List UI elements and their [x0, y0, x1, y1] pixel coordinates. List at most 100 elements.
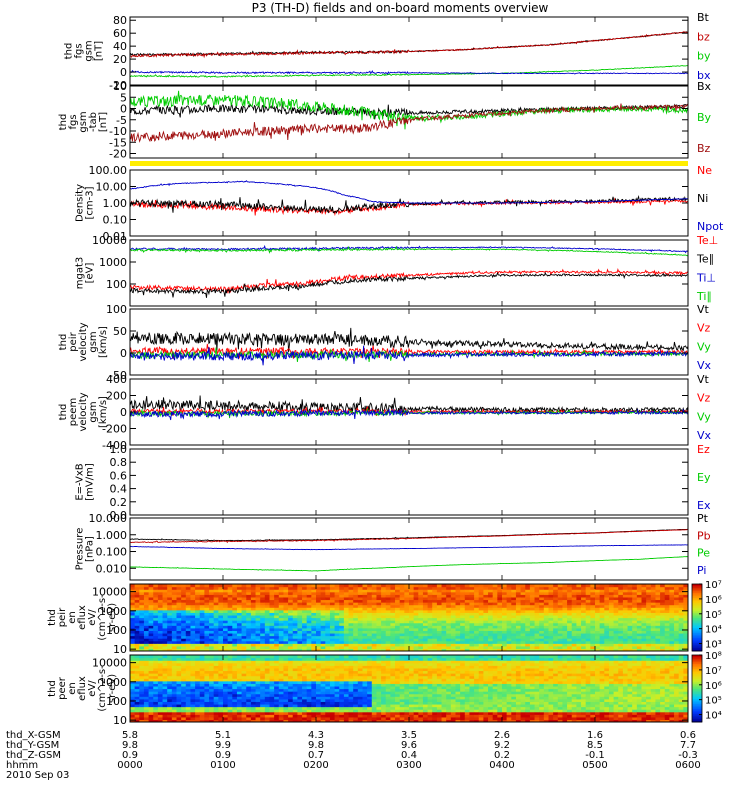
- spectrogram-cell: [455, 591, 461, 595]
- spectrogram-cell: [595, 602, 601, 606]
- spectrogram-cell: [432, 604, 438, 608]
- spectrogram-cell: [404, 625, 410, 629]
- spectrogram-cell: [329, 696, 336, 700]
- legend-entry: Bx: [697, 80, 712, 93]
- spectrogram-cell: [316, 612, 322, 616]
- spectrogram-cell: [548, 635, 554, 639]
- spectrogram-cell: [288, 586, 294, 590]
- spectrogram-cell: [316, 620, 322, 624]
- spectrogram-cell: [413, 635, 419, 639]
- spectrogram-cell: [250, 614, 257, 619]
- spectrogram-cell: [302, 675, 308, 679]
- spectrogram-cell: [520, 638, 526, 642]
- y-axis-label: Density [cm-3]: [75, 184, 96, 222]
- spectrogram-cell: [260, 614, 266, 619]
- y-axis-label-line: E=-VxB: [75, 463, 86, 500]
- spectrogram-cell: [339, 670, 345, 674]
- spectrogram-cell: [436, 630, 443, 634]
- spectrogram-cell: [646, 630, 652, 634]
- spectrogram-cell: [367, 685, 373, 690]
- spectrogram-cell: [576, 640, 582, 644]
- spectrogram-cell: [571, 604, 577, 608]
- spectrogram-cell: [204, 706, 210, 710]
- spectrogram-cell: [232, 709, 238, 713]
- spectrogram-cell: [399, 648, 405, 651]
- spectrogram-cell: [339, 599, 345, 603]
- spectrogram-cell: [343, 622, 350, 626]
- spectrogram-cell: [483, 640, 489, 644]
- spectrogram-cell: [608, 638, 615, 642]
- spectrogram-cell: [604, 617, 610, 621]
- y-axis-label-line: thd: [58, 334, 69, 351]
- spectrogram-cell: [404, 645, 410, 650]
- spectrogram-cell: [246, 632, 252, 637]
- spectrogram-cell: [618, 648, 624, 651]
- spectrogram-cell: [139, 609, 145, 613]
- spectrogram-cell: [543, 586, 550, 590]
- spectrogram-cell: [153, 665, 159, 669]
- legend-entry: Vz: [697, 392, 711, 405]
- spectrogram-cell: [181, 655, 187, 659]
- spectrogram-cell: [618, 586, 624, 590]
- y-axis-label-line: peir: [68, 331, 79, 351]
- spectrogram-cell: [376, 714, 382, 718]
- spectrogram-cell: [362, 607, 368, 611]
- spectrogram-cell: [534, 617, 540, 621]
- spectrogram-cell: [283, 635, 289, 639]
- spectrogram-cell: [199, 693, 205, 697]
- spectrogram-cell: [669, 596, 675, 601]
- spectrogram-cell: [515, 589, 522, 593]
- spectrogram-cell: [269, 680, 275, 684]
- series-line-Ni: [130, 194, 688, 214]
- spectrogram-cell: [223, 680, 229, 684]
- spectrogram-cell: [134, 660, 140, 664]
- spectrogram-cell: [157, 599, 164, 603]
- spectrogram-cell: [590, 648, 596, 651]
- spectrogram-cell: [171, 614, 178, 619]
- spectrogram-cell: [334, 640, 340, 644]
- spectrogram-cell: [283, 693, 289, 697]
- spectrogram-cell: [297, 596, 303, 601]
- spectrogram-cell: [539, 648, 545, 651]
- spectrogram-cell: [246, 612, 252, 616]
- spectrogram-cell: [250, 648, 257, 651]
- spectrogram-cell: [316, 698, 322, 702]
- spectrogram-cell: [269, 657, 275, 661]
- spectrogram-cell: [250, 604, 257, 608]
- spectrogram-cell: [418, 645, 424, 650]
- spectrogram-cell: [329, 660, 336, 664]
- spectrogram-cell: [274, 657, 280, 661]
- spectrogram-cell: [311, 635, 317, 639]
- spectrogram-cell: [134, 670, 140, 674]
- spectrogram-cell: [348, 680, 354, 684]
- spectrogram-cell: [260, 657, 266, 661]
- spectrogram-cell: [674, 594, 680, 598]
- spectrogram-cell: [223, 719, 229, 722]
- spectrogram-cell: [311, 645, 317, 650]
- spectrogram-cell: [297, 657, 303, 661]
- spectrogram-cell: [529, 638, 536, 642]
- spectrogram-cell: [148, 648, 154, 651]
- spectrogram-cell: [357, 662, 364, 666]
- spectrogram-cell: [339, 688, 345, 692]
- spectrogram-cell: [153, 648, 159, 651]
- spectrogram-cell: [641, 638, 647, 642]
- spectrogram-cell: [674, 584, 680, 588]
- spectrogram-cell: [395, 591, 401, 595]
- spectrogram-cell: [515, 609, 522, 613]
- spectrogram-cell: [195, 685, 201, 690]
- y-tick-label: 1000: [99, 605, 127, 618]
- spectrogram-cell: [381, 622, 387, 626]
- spectrogram-cell: [264, 617, 271, 621]
- spectrogram-cell: [157, 703, 164, 708]
- spectrogram-cell: [302, 609, 308, 613]
- spectrogram-cell: [446, 609, 452, 613]
- spectrogram-cell: [236, 622, 243, 626]
- spectrogram-cell: [269, 604, 275, 608]
- spectrogram-cell: [571, 632, 577, 637]
- spectrogram-cell: [678, 596, 684, 601]
- spectrogram-cell: [339, 678, 345, 682]
- spectrogram-cell: [139, 719, 145, 722]
